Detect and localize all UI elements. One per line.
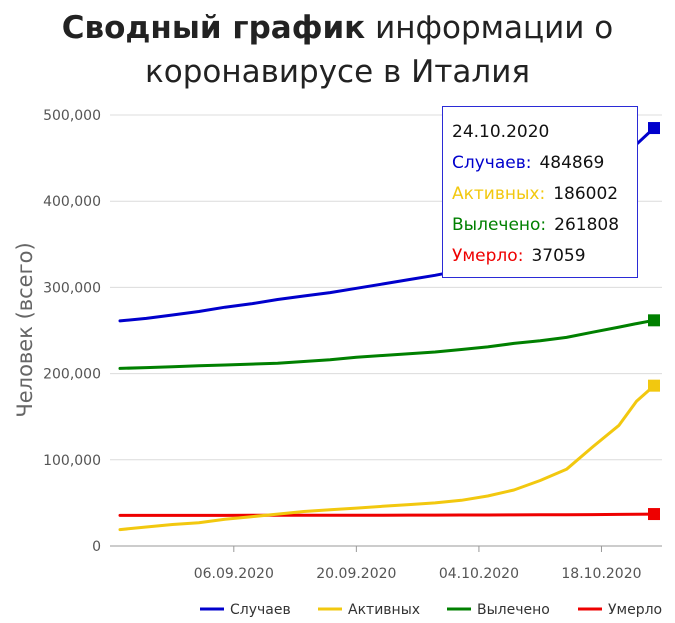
tooltip-value: 37059 bbox=[531, 246, 586, 266]
tooltip-row: Умерло: 37059 bbox=[452, 241, 637, 272]
y-tick-label: 0 bbox=[92, 539, 101, 555]
tooltip-label: Вылечено: bbox=[452, 215, 547, 235]
y-tick-label: 400,000 bbox=[43, 194, 101, 210]
series-line-2 bbox=[118, 318, 656, 370]
tooltip-value: 484869 bbox=[539, 153, 605, 173]
end-marker-3 bbox=[648, 508, 660, 521]
end-marker-0 bbox=[648, 122, 660, 135]
end-marker-1 bbox=[648, 379, 660, 392]
tooltip-label: Случаев: bbox=[452, 153, 532, 173]
end-marker-2 bbox=[648, 314, 660, 327]
tooltip: 24.10.2020 Случаев: 484869 Активных: 186002… bbox=[442, 106, 638, 278]
title-rest: информации о bbox=[375, 10, 614, 46]
tooltip-row: Вылечено: 261808 bbox=[452, 210, 637, 241]
legend-label: Активных bbox=[348, 602, 420, 618]
y-tick-label: 300,000 bbox=[43, 280, 101, 296]
y-axis-label: Человек (всего) bbox=[13, 242, 37, 417]
x-tick-label: 04.10.2020 bbox=[439, 566, 519, 582]
tooltip-row: Активных: 186002 bbox=[452, 179, 637, 210]
series-line-3 bbox=[118, 512, 656, 517]
y-tick-labels: 0 100,000 200,000 300,000 400,000 500,000 bbox=[43, 108, 101, 555]
tooltip-label: Активных: bbox=[452, 184, 546, 204]
legend-label: Случаев bbox=[230, 602, 291, 618]
tooltip-value: 186002 bbox=[553, 184, 619, 204]
title-bold: Сводный график bbox=[61, 10, 366, 46]
tooltip-row: Случаев: 484869 bbox=[452, 148, 637, 179]
y-tick-label: 100,000 bbox=[43, 453, 101, 469]
tooltip-value: 261808 bbox=[554, 215, 620, 235]
title-line2: коронавирусе в Италия bbox=[145, 54, 530, 90]
x-tick-label: 20.09.2020 bbox=[316, 566, 396, 582]
legend-label: Вылечено bbox=[477, 602, 550, 618]
tooltip-date: 24.10.2020 bbox=[452, 122, 550, 142]
x-tick-label: 06.09.2020 bbox=[194, 566, 274, 582]
y-tick-label: 500,000 bbox=[43, 108, 101, 124]
x-tick-label: 18.10.2020 bbox=[561, 566, 641, 582]
legend-label: Умерло bbox=[608, 602, 662, 618]
x-tick-labels: 06.09.2020 20.09.2020 04.10.2020 18.10.2020 bbox=[194, 566, 642, 582]
series-end-markers bbox=[648, 122, 660, 521]
y-tick-label: 200,000 bbox=[43, 367, 101, 383]
chart-title: Сводный график информации о коронавирусе… bbox=[0, 6, 675, 94]
tooltip-label: Умерло: bbox=[452, 246, 524, 266]
legend: Случаев Активных Вылечено Умерло bbox=[200, 602, 662, 618]
series-line-1 bbox=[118, 384, 656, 532]
